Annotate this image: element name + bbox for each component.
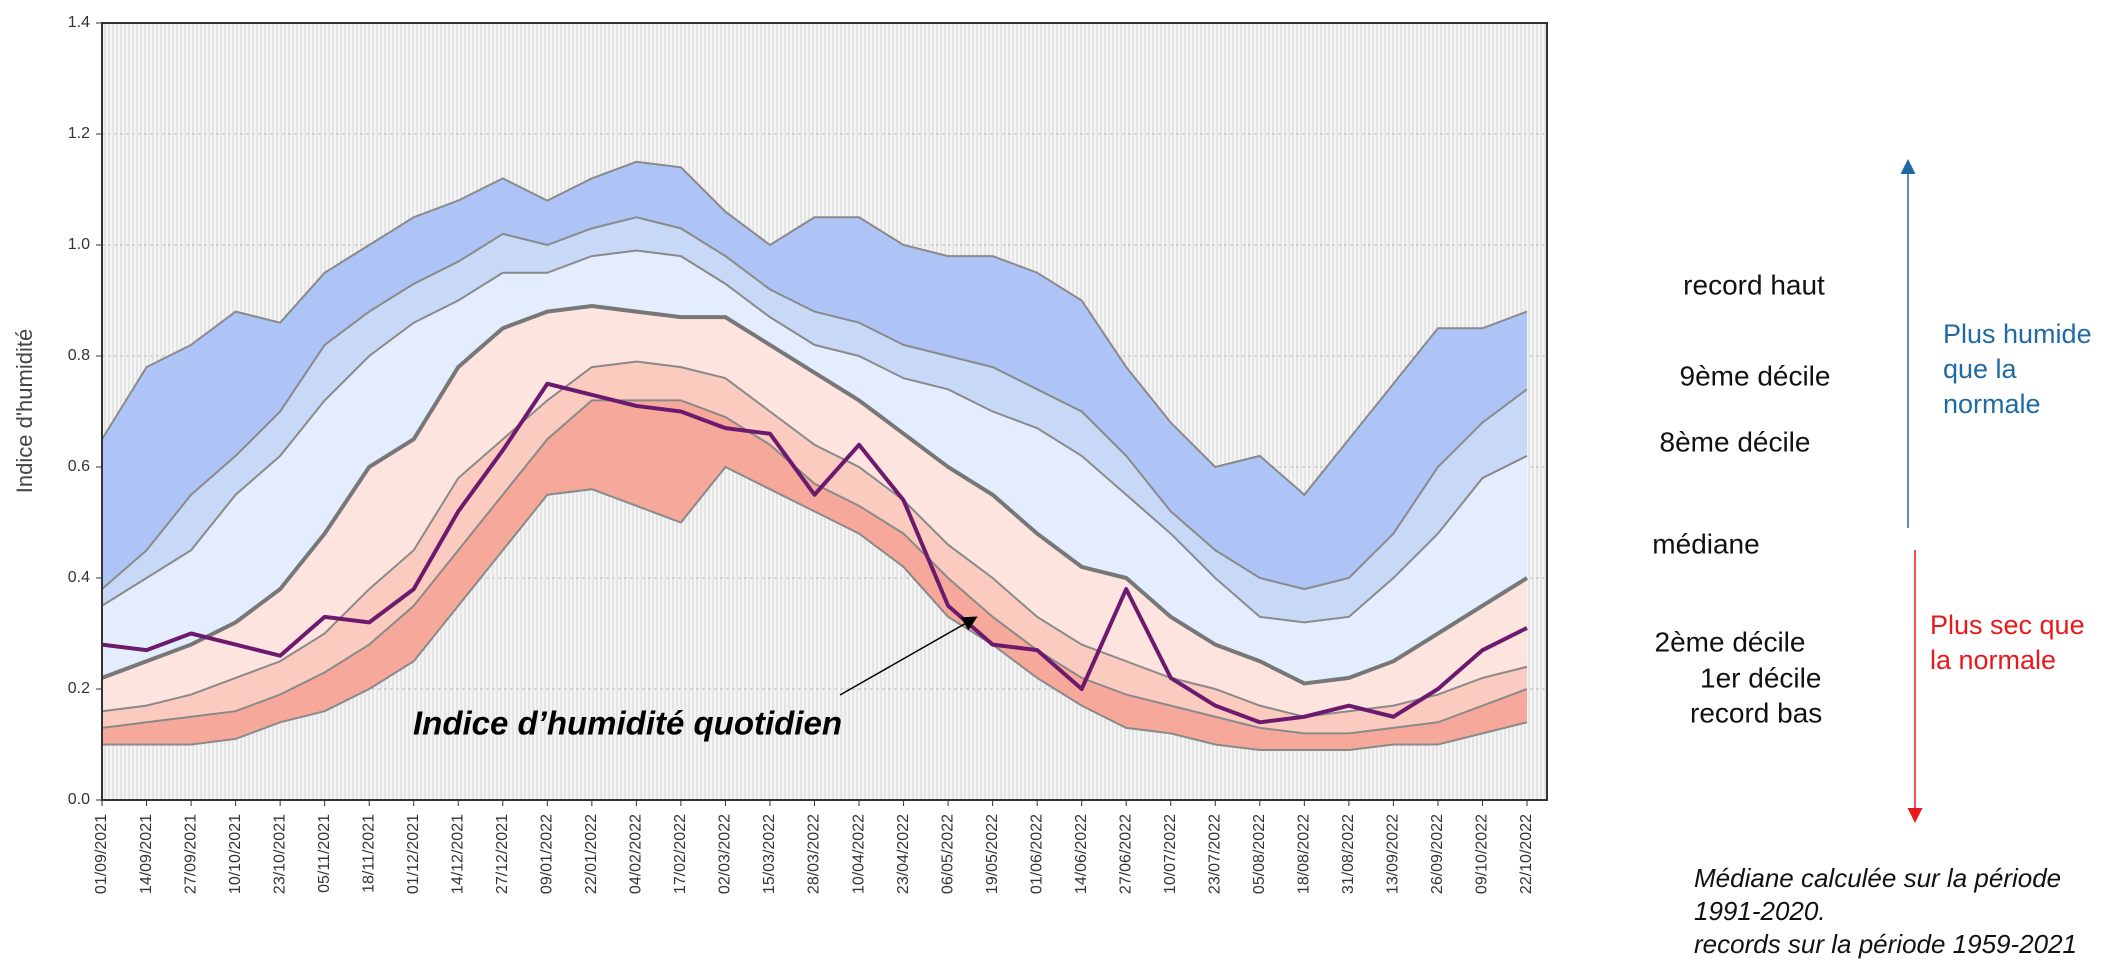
x-tick-label: 14/06/2022 [1073, 814, 1090, 894]
plot-frame [101, 22, 1548, 801]
x-tick-label: 23/10/2021 [271, 814, 288, 894]
x-tick-label: 05/08/2022 [1251, 814, 1268, 894]
x-tick-label: 06/05/2022 [939, 814, 956, 894]
legend-entry: 8ème décile [1660, 426, 1811, 457]
y-tick-label: 0.4 [68, 569, 90, 586]
legend-entry: médiane [1652, 528, 1759, 559]
x-tick-label: 14/12/2021 [449, 814, 466, 894]
x-tick-label: 09/10/2022 [1474, 814, 1491, 894]
wetter-note: normale [1943, 389, 2041, 419]
x-tick-label: 05/11/2021 [316, 814, 333, 893]
x-tick-label: 26/09/2022 [1429, 814, 1446, 894]
x-tick-label: 27/12/2021 [494, 814, 511, 894]
band [102, 217, 1527, 623]
x-tick-label: 01/12/2021 [405, 814, 422, 894]
band [102, 161, 1527, 590]
footnote: 1991-2020. [1694, 896, 1826, 926]
x-tick-label: 04/02/2022 [628, 814, 645, 894]
x-tick-label: 19/05/2022 [984, 814, 1001, 894]
percentile-line [101, 160, 1528, 497]
band [102, 400, 1527, 751]
percentile-line [102, 465, 1528, 752]
y-tick-label: 1.0 [68, 236, 90, 253]
x-tick-label: 22/01/2022 [583, 814, 600, 894]
annotation-arrow [839, 616, 978, 696]
x-tick-label: 17/02/2022 [672, 814, 689, 894]
y-tick-label: 0.6 [68, 458, 90, 475]
x-tick-label: 23/07/2022 [1207, 814, 1224, 894]
x-tick-label: 27/09/2021 [182, 814, 199, 894]
x-tick-label: 02/03/2022 [717, 814, 734, 894]
y-tick-label: 0.2 [68, 680, 90, 697]
x-tick-label: 28/03/2022 [806, 814, 823, 894]
y-tick-label: 0.0 [68, 791, 90, 808]
wetter-note: Plus humide [1943, 319, 2092, 349]
legend-entry: 1er décile [1700, 662, 1821, 693]
y-tick-label: 0.8 [68, 347, 90, 364]
x-tick-label: 10/10/2021 [227, 814, 244, 894]
y-tick-label: 1.2 [68, 125, 90, 142]
legend-entry: 2ème décile [1655, 626, 1806, 657]
x-tick-label: 18/08/2022 [1296, 814, 1313, 894]
x-tick-label: 23/04/2022 [895, 814, 912, 894]
footnote: records sur la période 1959-2021 [1694, 929, 2077, 959]
legend-entry: record bas [1690, 697, 1822, 728]
wetter-note: que la [1943, 354, 2018, 384]
legend-entry: 9ème décile [1680, 360, 1831, 391]
band [102, 250, 1527, 684]
x-tick-label: 13/09/2022 [1385, 814, 1402, 894]
x-tick-label: 22/10/2022 [1518, 814, 1535, 894]
x-tick-label: 10/04/2022 [850, 814, 867, 894]
x-tick-label: 09/01/2022 [539, 814, 556, 894]
drier-note: Plus sec que [1930, 610, 2085, 640]
x-tick-label: 15/03/2022 [761, 814, 778, 894]
x-tick-label: 27/06/2022 [1117, 814, 1134, 894]
band [102, 306, 1527, 717]
x-tick-label: 31/08/2022 [1340, 814, 1357, 894]
percentile-line [101, 399, 1528, 735]
footnote: Médiane calculée sur la période [1694, 863, 2061, 893]
index-annotation: Indice d’humidité quotidien [413, 705, 842, 742]
x-tick-label: 14/09/2021 [138, 814, 155, 894]
index-line [101, 381, 1528, 725]
y-tick-label: 1.4 [68, 14, 90, 31]
percentile-line [101, 216, 1528, 591]
plot-area [101, 22, 1547, 801]
x-tick-label: 18/11/2021 [360, 814, 377, 893]
percentile-line [101, 304, 1529, 686]
x-tick-label: 01/06/2022 [1028, 814, 1045, 894]
x-tick-label: 01/09/2021 [93, 814, 110, 894]
legend-entry: record haut [1683, 269, 1825, 300]
band [102, 361, 1527, 734]
drier-note: la normale [1930, 645, 2056, 675]
y-axis-label: Indice d'humidité [12, 329, 37, 493]
x-tick-label: 10/07/2022 [1162, 814, 1179, 894]
percentile-line [101, 249, 1528, 624]
